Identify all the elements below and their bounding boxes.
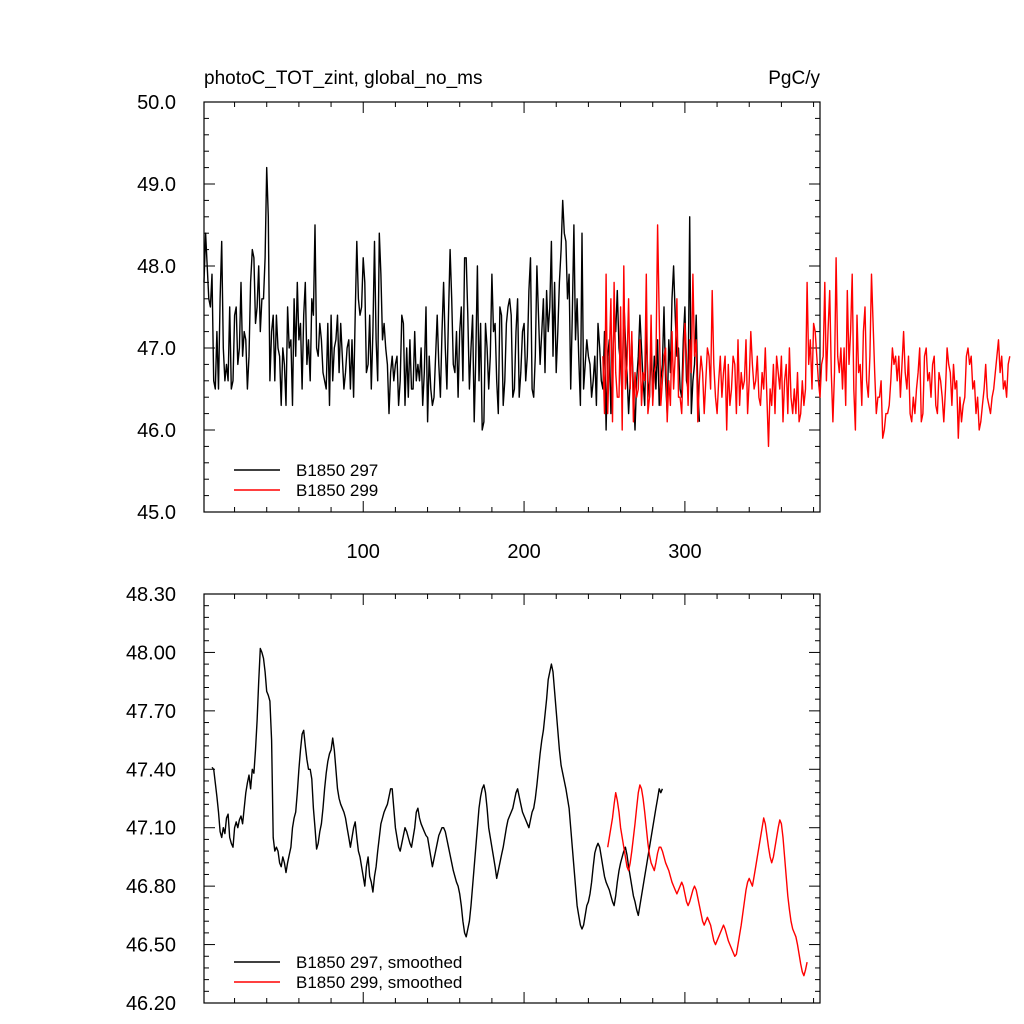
y-tick-label: 47.0 [137,338,176,360]
legend-label-0: B1850 297 [296,461,378,480]
bottom-panel: 46.20 46.50 46.80 47.10 47.40 47.70 48.00 48.30… [126,584,821,1015]
chart-units: PgC/y [768,68,820,89]
series-line-0 [203,166,701,431]
y-tick-label: 47.40 [126,759,176,781]
y-tick-label: 46.0 [137,420,176,442]
y-tick-label: 48.00 [126,642,176,664]
top-panel: photoC_TOT_zint, global_no_ms PgC/y 45.0… [137,68,1011,563]
y-tick-label: 47.70 [126,701,176,723]
y-tick-label: 47.10 [126,818,176,840]
top-plot-area: 45.0 46.0 47.0 48.0 49.0 50.0 100 200 300 B1850 2… [137,92,1011,563]
y-tick-label: 46.80 [126,876,176,898]
y-tick-label: 48.0 [137,256,176,278]
x-tick-label: 300 [668,541,701,563]
plot-frame [203,593,821,1004]
legend-label-1: B1850 299 [296,481,378,500]
legend-label-1: B1850 299, smoothed [296,973,462,992]
y-tick-label: 46.20 [126,993,176,1015]
x-tick-label: 200 [507,541,540,563]
y-tick-label: 45.0 [137,502,176,524]
y-tick-label: 50.0 [137,92,176,114]
bottom-plot-area: 46.20 46.50 46.80 47.10 47.40 47.70 48.00 48.30… [126,584,821,1015]
series-line-0 [211,647,664,938]
y-tick-label: 48.30 [126,584,176,606]
y-tick-label: 46.50 [126,935,176,957]
plot-frame [203,101,821,513]
y-tick-label: 49.0 [137,174,176,196]
x-tick-label: 100 [347,541,380,563]
series-line-1 [607,784,808,977]
legend-label-0: B1850 297, smoothed [296,953,462,972]
series-line-1 [602,224,1011,448]
chart-title: photoC_TOT_zint, global_no_ms [204,68,482,89]
